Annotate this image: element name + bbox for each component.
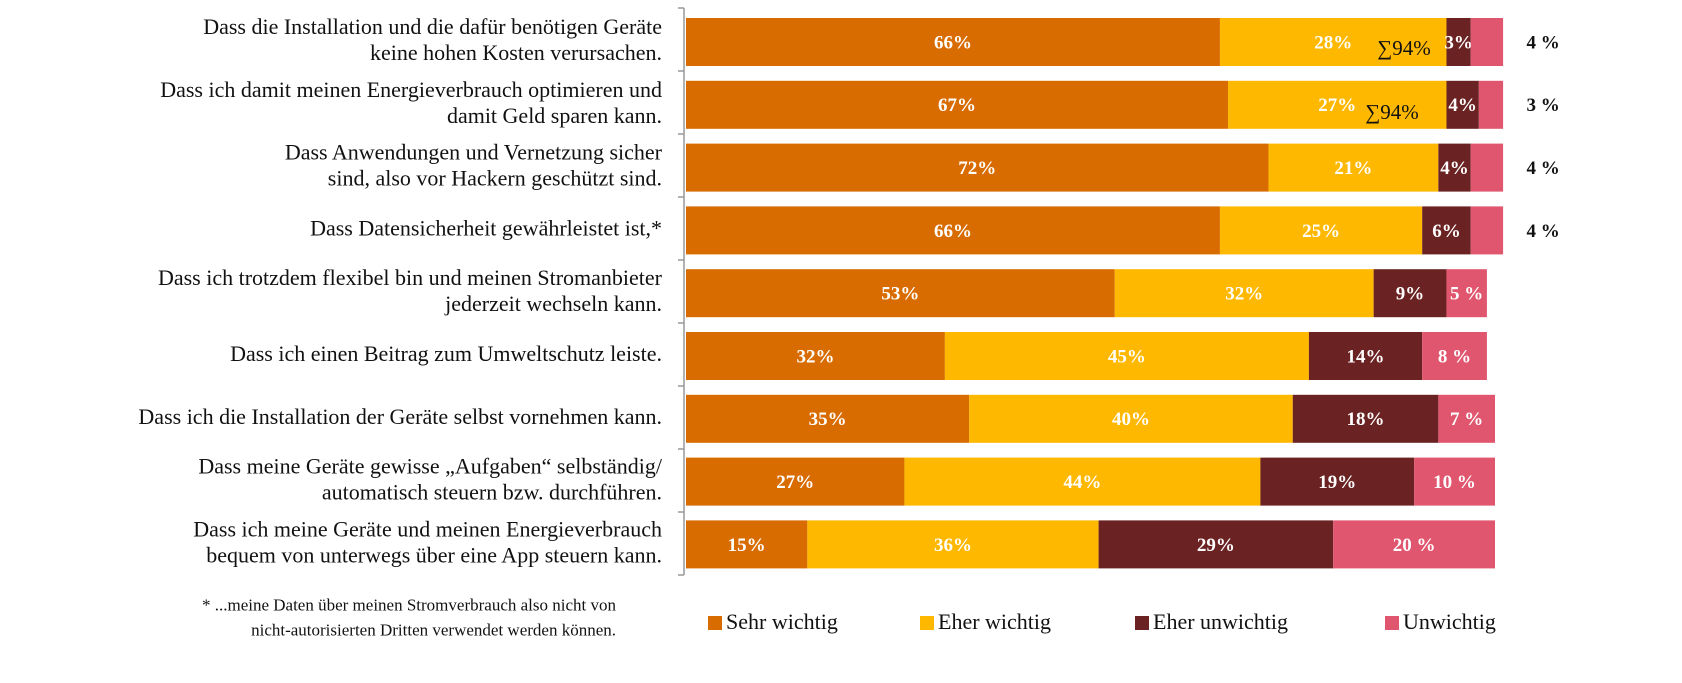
value-label: 21% bbox=[1334, 158, 1372, 179]
value-label: 4% bbox=[1448, 95, 1477, 116]
value-label: 53% bbox=[881, 284, 919, 305]
bar-segment bbox=[686, 18, 1220, 66]
value-label: 3 % bbox=[1526, 95, 1559, 116]
bar-segment bbox=[686, 520, 808, 569]
value-label: 66% bbox=[934, 221, 972, 242]
category-label: Dass Datensicherheit gewährleistet ist,* bbox=[310, 215, 662, 240]
bar-segment bbox=[686, 80, 1229, 129]
legend-label: Sehr wichtig bbox=[726, 609, 838, 634]
bar-segment bbox=[1438, 143, 1471, 192]
bar-segment bbox=[1114, 269, 1374, 318]
value-label: 29% bbox=[1197, 535, 1235, 556]
value-label: 3% bbox=[1444, 32, 1473, 53]
bar-segment bbox=[1219, 206, 1423, 255]
bar-segment bbox=[1478, 80, 1504, 129]
legend-label: Eher wichtig bbox=[938, 609, 1051, 634]
value-label: 25% bbox=[1302, 221, 1340, 242]
value-label: 32% bbox=[1225, 284, 1263, 305]
category-label: Dass ich meine Geräte und meinen Energie… bbox=[193, 516, 662, 567]
value-label: 7 % bbox=[1450, 409, 1483, 430]
category-label: Dass ich trotzdem flexibel bin und meine… bbox=[158, 265, 663, 316]
value-label: 19% bbox=[1318, 472, 1356, 493]
category-label: Dass ich die Installation der Geräte sel… bbox=[138, 404, 662, 429]
bar-segment bbox=[1470, 143, 1504, 192]
bar-segment bbox=[1268, 143, 1439, 192]
value-label: 35% bbox=[809, 409, 847, 430]
bar-segment bbox=[686, 143, 1269, 192]
bar-segment bbox=[904, 457, 1261, 506]
bar-segment bbox=[1260, 457, 1415, 506]
value-label: 28% bbox=[1314, 32, 1352, 53]
value-label: 27% bbox=[776, 472, 814, 493]
category-label: Dass die Installation und die dafür benö… bbox=[203, 14, 662, 65]
bar-segment bbox=[969, 394, 1293, 443]
value-label: 4 % bbox=[1526, 32, 1559, 53]
value-label: 10 % bbox=[1433, 472, 1476, 493]
value-label: 36% bbox=[934, 535, 972, 556]
value-label: 4 % bbox=[1526, 221, 1559, 242]
value-label: 5 % bbox=[1450, 284, 1483, 305]
value-label: 6% bbox=[1432, 221, 1461, 242]
bar-segment bbox=[1446, 80, 1479, 129]
value-label: 72% bbox=[958, 158, 996, 179]
value-label: 4 % bbox=[1526, 158, 1559, 179]
value-label: 9% bbox=[1396, 284, 1425, 305]
value-label: 27% bbox=[1318, 95, 1356, 116]
bar-segment bbox=[1446, 18, 1471, 66]
bar-segment bbox=[686, 206, 1220, 255]
bar-segment bbox=[944, 332, 1309, 380]
bar-segment bbox=[1470, 206, 1504, 255]
value-label: 14% bbox=[1347, 346, 1385, 367]
value-label: 45% bbox=[1108, 346, 1146, 367]
bar-segment bbox=[807, 520, 1099, 569]
bar-segment bbox=[1292, 394, 1439, 443]
bar-segment bbox=[1446, 269, 1487, 318]
value-label: 40% bbox=[1112, 409, 1150, 430]
category-label: Dass Anwendungen und Vernetzung sicher si… bbox=[285, 140, 663, 191]
bar-segment bbox=[1373, 269, 1447, 318]
legend-swatch bbox=[1385, 616, 1399, 630]
bar-segment bbox=[1470, 18, 1504, 66]
value-label: 8 % bbox=[1438, 346, 1471, 367]
value-label: 18% bbox=[1347, 409, 1385, 430]
value-label: 15% bbox=[728, 535, 766, 556]
bar-segment bbox=[686, 332, 945, 380]
bar-segment bbox=[686, 394, 970, 443]
value-label: 20 % bbox=[1393, 535, 1436, 556]
legend-label: Unwichtig bbox=[1403, 609, 1496, 634]
value-label: 4% bbox=[1440, 158, 1469, 179]
bar-segment bbox=[1333, 520, 1495, 569]
bar-segment bbox=[1219, 18, 1447, 66]
bar-segment bbox=[1422, 332, 1487, 380]
bar-segment bbox=[1308, 332, 1423, 380]
bar-segment bbox=[686, 457, 905, 506]
value-label: 44% bbox=[1063, 472, 1101, 493]
legend-label: Eher unwichtig bbox=[1153, 609, 1288, 634]
annotation: ∑94% bbox=[1377, 36, 1430, 60]
bar-segment bbox=[1098, 520, 1334, 569]
value-label: 66% bbox=[934, 32, 972, 53]
annotation: ∑94% bbox=[1365, 100, 1418, 124]
legend-swatch bbox=[708, 616, 722, 630]
legend-swatch bbox=[920, 616, 934, 630]
bar-segment bbox=[1414, 457, 1495, 506]
bar-segment bbox=[1228, 80, 1447, 129]
bar-segment bbox=[686, 269, 1115, 318]
category-label: Dass ich einen Beitrag zum Umweltschutz … bbox=[230, 341, 662, 366]
legend-swatch bbox=[1135, 616, 1149, 630]
category-label: Dass meine Geräte gewisse „Aufgaben“ sel… bbox=[198, 454, 663, 505]
value-label: 32% bbox=[796, 346, 834, 367]
bar-segment bbox=[1422, 206, 1471, 255]
footnote: * ...meine Daten über meinen Stromverbra… bbox=[202, 595, 617, 639]
category-label: Dass ich damit meinen Energieverbrauch o… bbox=[160, 77, 662, 128]
bar-segment bbox=[1438, 394, 1495, 443]
value-label: 67% bbox=[938, 95, 976, 116]
